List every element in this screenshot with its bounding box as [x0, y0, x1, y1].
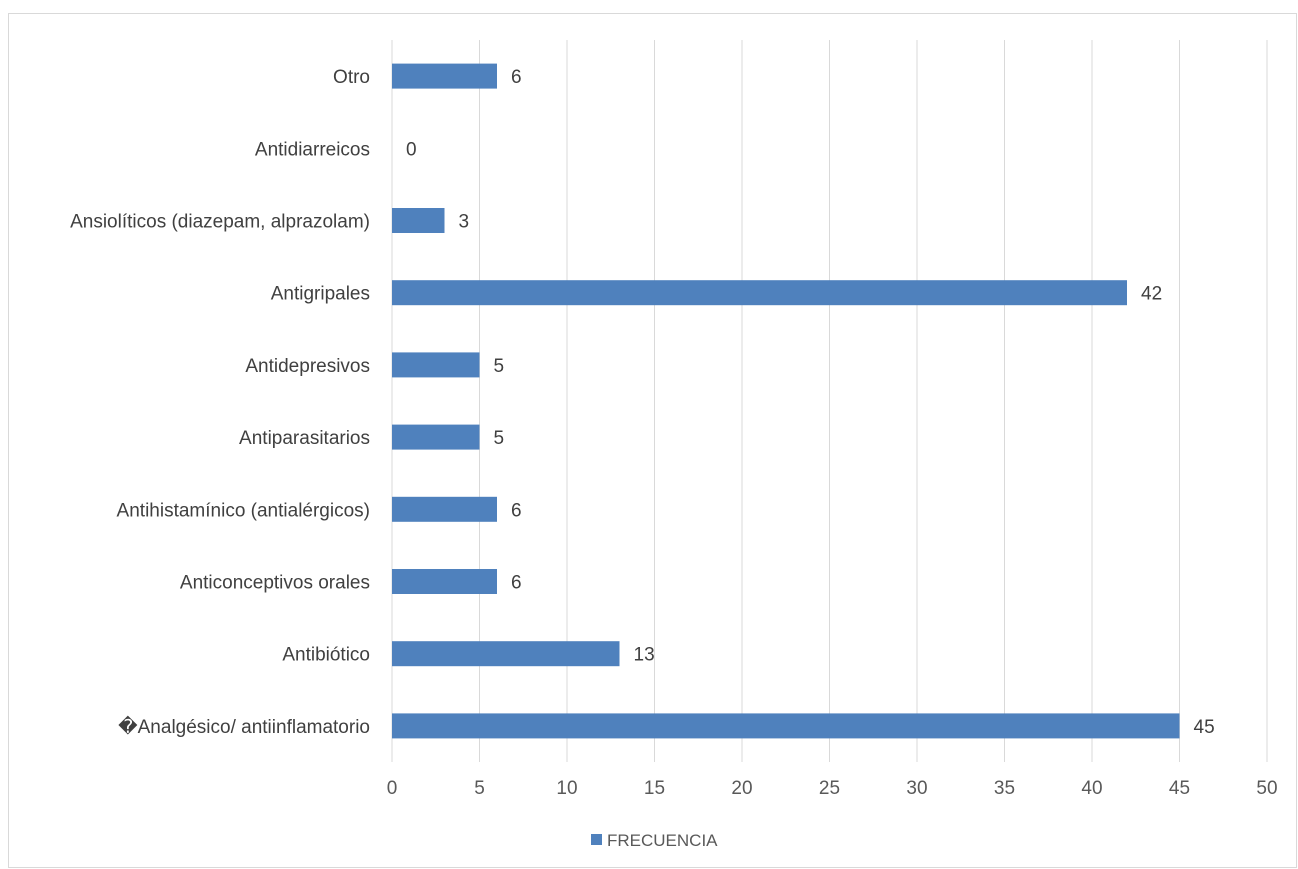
- x-tick-label-3: 15: [644, 778, 665, 799]
- bar-0: [392, 63, 497, 89]
- category-label-5: Antiparasitarios: [239, 428, 370, 449]
- bar-3: [392, 280, 1127, 306]
- legend-swatch: [591, 834, 602, 845]
- category-label-6: Antihistamínico (antialérgicos): [117, 500, 370, 521]
- category-label-8: Antibiótico: [282, 645, 370, 666]
- category-label-0: Otro: [333, 67, 370, 88]
- data-label-1: 0: [406, 139, 417, 160]
- data-label-5: 5: [494, 428, 505, 449]
- data-label-9: 45: [1194, 717, 1215, 738]
- bar-7: [392, 569, 497, 594]
- category-label-4: Antidepresivos: [245, 356, 370, 377]
- category-label-1: Antidiarreicos: [255, 139, 370, 160]
- legend: FRECUENCIA: [591, 831, 718, 850]
- x-tick-label-6: 30: [906, 778, 927, 799]
- data-label-8: 13: [634, 645, 655, 666]
- x-axis-tick-labels: 0 5 10 15 20 25 30 35 40 45 50: [387, 778, 1278, 799]
- bar-2: [392, 208, 445, 233]
- x-tick-label-4: 20: [731, 778, 752, 799]
- legend-label: FRECUENCIA: [607, 831, 718, 850]
- category-label-9: �Analgésico/ antiinflamatorio: [118, 715, 370, 738]
- x-tick-label-10: 50: [1256, 778, 1277, 799]
- x-tick-label-1: 5: [474, 778, 485, 799]
- bar-4: [392, 352, 480, 378]
- x-tick-label-2: 10: [556, 778, 577, 799]
- x-tick-label-8: 40: [1081, 778, 1102, 799]
- x-tick-label-5: 25: [819, 778, 840, 799]
- data-label-6: 6: [511, 500, 522, 521]
- category-label-2: Ansiolíticos (diazepam, alprazolam): [70, 212, 370, 233]
- x-tick-label-0: 0: [387, 778, 398, 799]
- bar-9: [392, 713, 1180, 739]
- data-label-0: 6: [511, 67, 522, 88]
- category-label-3: Antigripales: [271, 284, 370, 305]
- data-label-2: 3: [459, 212, 470, 233]
- bar-8: [392, 641, 620, 667]
- x-tick-label-7: 35: [994, 778, 1015, 799]
- data-label-3: 42: [1141, 284, 1162, 305]
- data-label-7: 6: [511, 573, 522, 594]
- category-label-7: Anticonceptivos orales: [180, 573, 370, 594]
- bar-5: [392, 424, 480, 450]
- x-tick-label-9: 45: [1169, 778, 1190, 799]
- data-labels: 6 0 3 42 5 5 6 6 13 45: [406, 67, 1215, 738]
- category-labels: Otro Antidiarreicos Ansiolíticos (diazepam…: [70, 67, 370, 738]
- bar-6: [392, 496, 497, 522]
- bars: [392, 63, 1180, 739]
- data-label-4: 5: [494, 356, 505, 377]
